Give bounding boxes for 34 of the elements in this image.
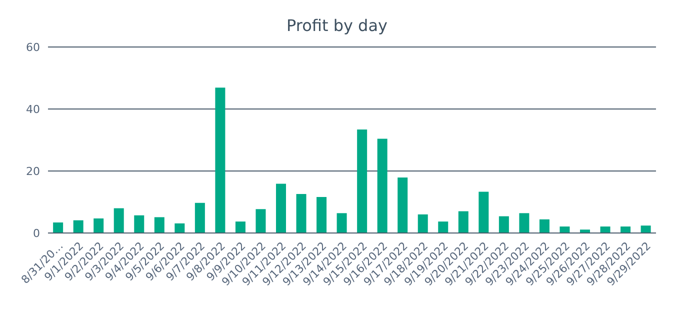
bar: [357, 129, 368, 233]
chart-title: Profit by day: [286, 16, 388, 35]
bar: [478, 192, 489, 233]
bar: [296, 194, 306, 233]
bar: [336, 213, 347, 233]
bar: [73, 220, 84, 233]
bar: [114, 208, 124, 233]
bar: [215, 88, 226, 233]
y-tick-label: 20: [26, 164, 40, 178]
y-tick-label: 0: [33, 226, 40, 240]
bar: [235, 222, 246, 233]
bar: [458, 211, 468, 233]
bar: [600, 226, 610, 233]
y-tick-label: 60: [26, 40, 40, 54]
bar: [94, 218, 104, 233]
bar: [174, 223, 185, 233]
bar: [53, 222, 64, 233]
bar: [560, 226, 570, 233]
bar: [539, 219, 550, 233]
bar: [519, 213, 530, 233]
bar: [398, 178, 408, 233]
bar: [154, 217, 164, 233]
bar: [418, 214, 428, 233]
bar: [256, 209, 266, 233]
bar: [194, 202, 205, 233]
bar: [316, 197, 327, 233]
bar: [640, 226, 651, 233]
bar: [377, 138, 388, 233]
bar: [620, 226, 631, 233]
y-tick-label: 40: [26, 102, 40, 116]
bar: [134, 215, 144, 233]
bar: [438, 222, 448, 233]
bar: [498, 216, 509, 233]
bar: [276, 184, 286, 233]
